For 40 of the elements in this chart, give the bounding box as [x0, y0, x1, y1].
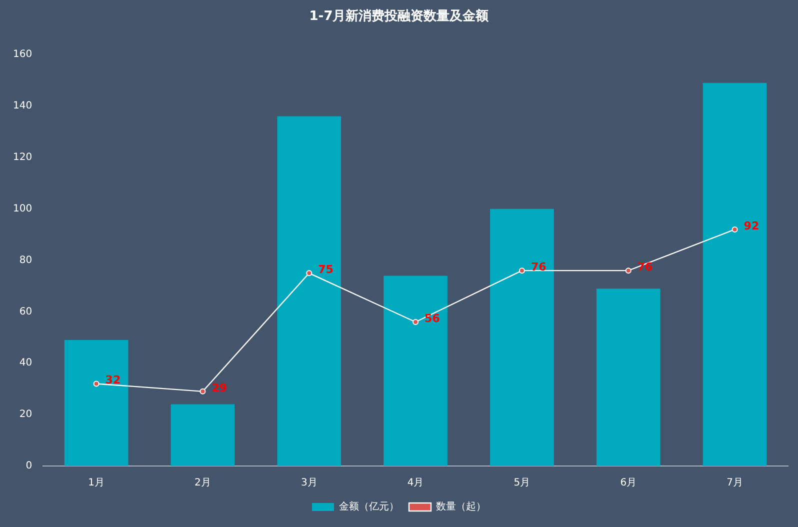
data-label: 76 [637, 260, 654, 274]
bar [702, 82, 767, 466]
y-tick-label: 40 [19, 358, 32, 369]
y-tick-label: 80 [19, 254, 32, 266]
x-tick-label: 3月 [300, 478, 318, 489]
data-label: 32 [105, 374, 121, 387]
y-tick-label: 160 [12, 49, 32, 60]
bar [490, 208, 554, 466]
chart-title: 1-7月新消费投融资数量及金额 [309, 8, 490, 24]
y-tick-label: 100 [12, 203, 32, 214]
data-label: 75 [318, 263, 334, 276]
point [518, 268, 525, 274]
point [200, 388, 206, 394]
data-label: 92 [744, 219, 760, 232]
y-tick-label: 20 [19, 409, 32, 420]
point [732, 226, 738, 232]
x-tick-label: 4月 [407, 478, 424, 489]
bar [64, 340, 128, 466]
x-tick-label: 7月 [726, 478, 743, 489]
legend-label: 金额（亿元） [339, 500, 399, 513]
point [412, 319, 419, 326]
x-tick-label: 6月 [620, 478, 637, 489]
legend-label: 数量（起） [436, 500, 486, 513]
point [93, 380, 100, 387]
bar [384, 276, 448, 466]
y-tick-label: 60 [19, 306, 32, 318]
point [306, 270, 312, 276]
y-tick-label: 0 [26, 460, 32, 472]
y-tick-label: 120 [12, 152, 32, 164]
y-tick-label: 140 [12, 100, 32, 112]
bar [170, 404, 235, 466]
x-tick-label: 5月 [514, 478, 530, 489]
bar [277, 116, 342, 466]
x-tick-label: 1月 [88, 478, 104, 489]
data-label: 76 [530, 260, 547, 274]
data-label: 29 [212, 381, 228, 394]
point [625, 268, 632, 274]
bar [596, 288, 660, 466]
data-label: 56 [424, 312, 440, 325]
x-tick-label: 2月 [194, 478, 211, 489]
